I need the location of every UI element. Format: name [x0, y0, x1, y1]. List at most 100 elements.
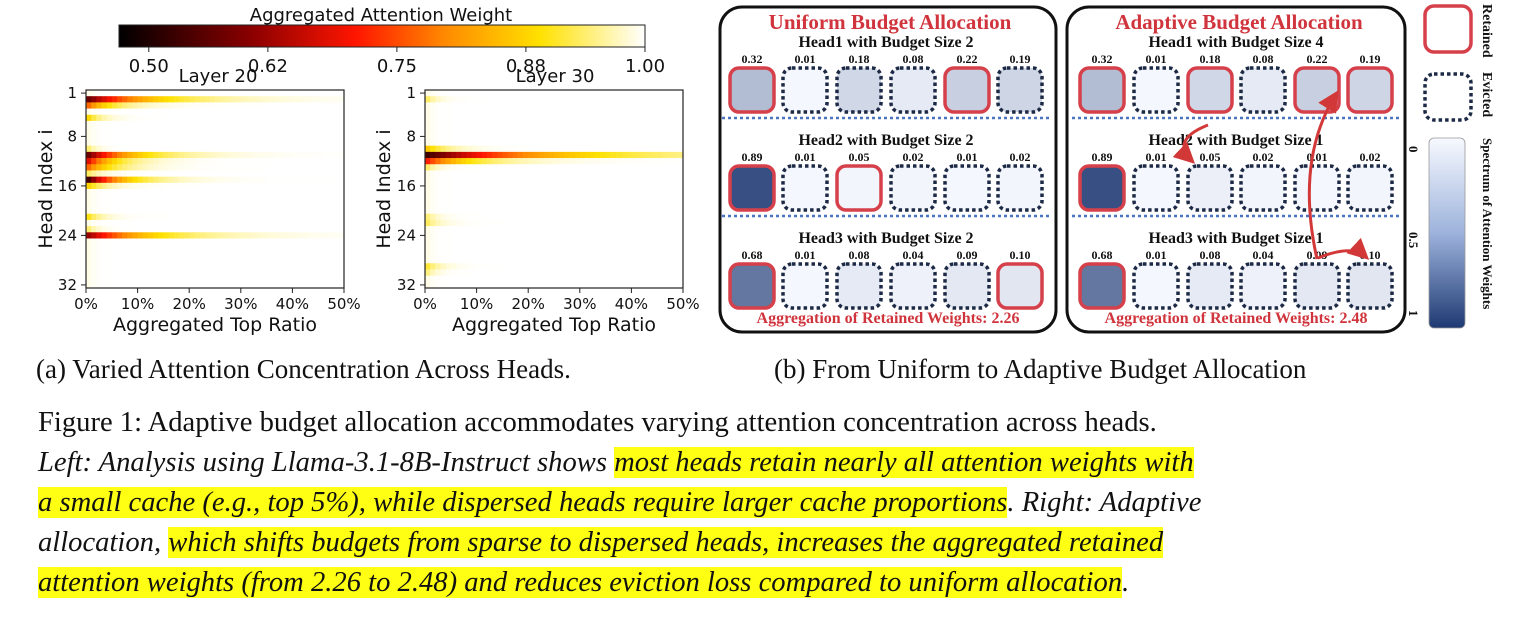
heatmap-cell — [430, 90, 436, 97]
heatmap-cell — [445, 120, 452, 128]
heatmap-cell — [667, 269, 674, 276]
retained-token — [1078, 164, 1126, 212]
heatmap-cell — [584, 90, 591, 97]
heatmap-cell — [667, 139, 674, 146]
heatmap-cell — [481, 207, 488, 215]
heatmap-cell — [636, 238, 643, 245]
heatmap-cell — [461, 139, 467, 146]
heatmap-cell — [158, 139, 164, 146]
heatmap-cell — [276, 127, 283, 134]
heatmap-cell — [450, 238, 457, 245]
heatmap-cell — [667, 219, 674, 227]
heatmap-cell — [209, 207, 216, 215]
heatmap-cell — [657, 108, 663, 116]
heatmap-cell — [178, 269, 185, 276]
heatmap-cell — [600, 213, 606, 221]
heatmap-cell — [106, 158, 113, 165]
heatmap-cell — [507, 120, 514, 128]
heatmap-cell — [235, 96, 242, 103]
heatmap-cell — [435, 201, 441, 208]
heatmap-cell — [646, 269, 653, 276]
heatmap-cell — [313, 281, 319, 289]
heatmap-cell — [657, 151, 663, 159]
heatmap-cell — [276, 114, 283, 122]
colorbar-tick-label: 0.50 — [129, 56, 169, 77]
heatmap-cell — [662, 108, 668, 116]
y-tick-label: 8 — [406, 127, 416, 145]
heatmap-cell — [672, 281, 679, 289]
heatmap-cell — [517, 250, 524, 258]
heatmap-cell — [204, 195, 211, 202]
heatmap-cell — [111, 114, 118, 122]
heatmap-cell — [646, 201, 653, 208]
attention-value: 0.01 — [957, 150, 978, 164]
heatmap-cell — [292, 176, 298, 184]
heatmap-cell — [579, 275, 586, 283]
heatmap-cell — [137, 189, 144, 196]
heatmap-cell — [313, 244, 319, 252]
attention-value: 0.01 — [795, 150, 816, 164]
heatmap-cell — [184, 158, 190, 165]
heatmap-cell — [672, 263, 679, 270]
subcaption-a: (a) Varied Attention Concentration Acros… — [36, 354, 571, 384]
heatmap-cell — [111, 226, 118, 233]
heatmap-cell — [271, 226, 278, 233]
heatmap-cell — [471, 145, 477, 153]
heatmap-cell — [282, 176, 288, 184]
heatmap-cell — [667, 263, 674, 270]
heatmap-cell — [564, 151, 570, 159]
heatmap-cell — [652, 90, 658, 97]
heatmap-cell — [215, 90, 221, 97]
heatmap-cell — [559, 263, 565, 270]
retained-token — [1346, 66, 1394, 114]
heatmap-cell — [189, 151, 195, 159]
heatmap-cell — [548, 90, 555, 97]
heatmap-cell — [517, 257, 524, 264]
evicted-token — [781, 164, 829, 212]
heatmap-cell — [590, 164, 596, 171]
heatmap-cell — [116, 281, 123, 289]
heatmap-cell — [512, 133, 519, 140]
heatmap-cell — [276, 263, 283, 270]
heatmap-cell — [538, 238, 545, 245]
heatmap-row — [86, 269, 345, 276]
heatmap-cell — [251, 170, 257, 177]
heatmap-cell — [147, 90, 154, 97]
heatmap-cell — [435, 207, 441, 215]
heatmap-cell — [111, 170, 118, 177]
heatmap-cell — [313, 108, 319, 116]
heatmap-cell — [646, 275, 653, 283]
heatmap-cell — [440, 213, 447, 221]
heatmap-cell — [318, 219, 324, 227]
heatmap-cell — [471, 226, 477, 233]
heatmap-row — [425, 275, 684, 283]
heatmap-cell — [307, 232, 314, 239]
heatmap-row — [425, 90, 684, 97]
heatmap-cell — [517, 127, 524, 134]
heatmap-cell — [116, 269, 123, 276]
heatmap-cell — [672, 176, 679, 184]
heatmap-cell — [292, 195, 298, 202]
heatmap-cell — [440, 238, 447, 245]
attention-value: 0.22 — [1307, 52, 1328, 66]
heatmap-cell — [600, 96, 606, 103]
heatmap-cell — [271, 176, 278, 184]
heatmap-cell — [127, 207, 133, 215]
heatmap-cell — [86, 257, 92, 264]
head-title: Head3 with Budget Size 1 — [1148, 230, 1323, 247]
heatmap-cell — [626, 263, 632, 270]
heatmap-cell — [435, 90, 441, 97]
heatmap-cell — [240, 250, 247, 258]
heatmap-cell — [461, 226, 467, 233]
heatmap-cell — [230, 90, 237, 97]
heatmap-cell — [533, 257, 539, 264]
heatmap-cell — [497, 164, 503, 171]
heatmap-row — [86, 120, 345, 128]
heatmap-cell — [507, 207, 514, 215]
heatmap-cell — [318, 232, 324, 239]
heatmap-cell — [142, 182, 149, 190]
heatmap-cell — [142, 275, 149, 283]
heatmap-row — [86, 207, 345, 215]
heatmap-cell — [667, 176, 674, 184]
heatmap-cell — [657, 176, 663, 184]
